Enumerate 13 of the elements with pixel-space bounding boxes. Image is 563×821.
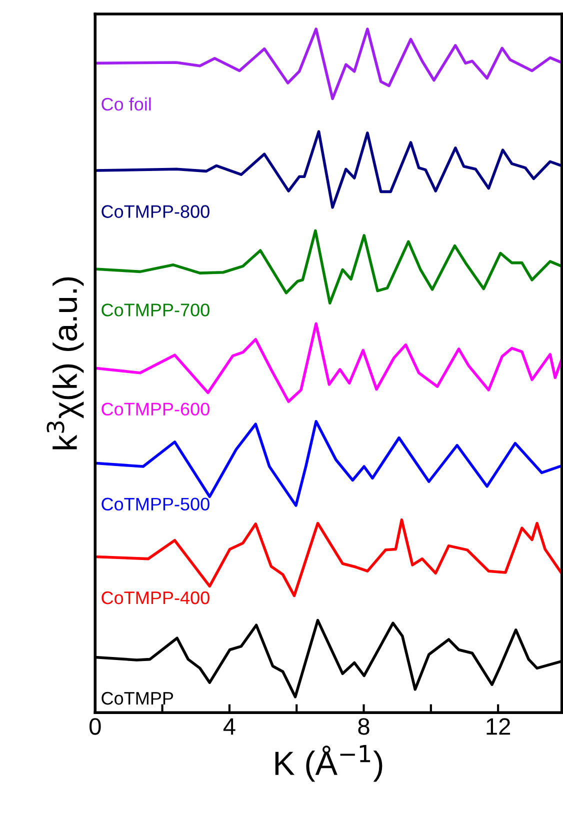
- series-label: CoTMPP: [102, 692, 174, 705]
- x-tick-label: 4: [223, 718, 236, 735]
- series-label: CoTMPP-800: [102, 205, 210, 218]
- x-axis-title: K (Å$^{−1}$): [275, 745, 382, 782]
- y-axis-title: k$^{3}$χ(k) (a.u.): [46, 277, 84, 450]
- series-label: Co foil: [102, 97, 151, 111]
- series-label: CoTMPP-500: [102, 498, 210, 511]
- series-label: CoTMPP-400: [102, 591, 210, 604]
- series-label: CoTMPP-600: [102, 402, 210, 416]
- x-tick-label: 0: [90, 718, 101, 735]
- series-label: CoTMPP-700: [102, 304, 210, 316]
- x-tick-label: 8: [358, 718, 370, 735]
- x-tick-label: 12: [486, 718, 510, 735]
